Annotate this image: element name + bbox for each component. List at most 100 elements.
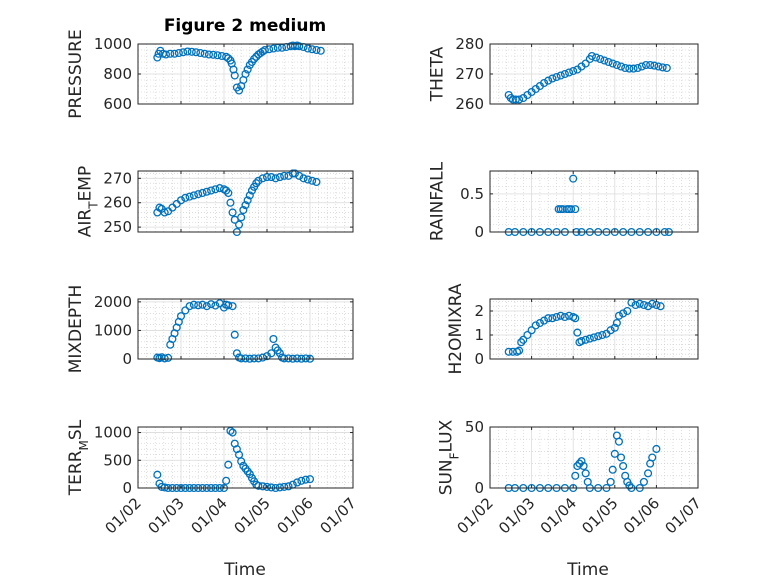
data-point <box>202 302 211 311</box>
axes-frame <box>489 170 699 233</box>
data-point <box>544 76 553 85</box>
data-point <box>662 63 671 73</box>
data-point <box>198 188 207 198</box>
data-point <box>161 50 171 59</box>
data-point <box>176 196 186 205</box>
data-point <box>241 69 250 79</box>
data-point <box>185 302 194 311</box>
figure-title: Figure 2 medium <box>164 16 326 36</box>
data-point <box>316 46 325 55</box>
data-point <box>153 53 162 62</box>
data-point <box>592 53 601 62</box>
axes-background <box>490 171 698 232</box>
data-point <box>656 302 665 311</box>
data-point <box>531 321 540 330</box>
y-tick-label: 0 <box>122 479 132 497</box>
data-point <box>650 61 659 70</box>
y-axis-label: PRESSURE <box>66 29 86 118</box>
y-axis-label-main: THETA <box>427 46 447 102</box>
data-point <box>604 57 613 67</box>
data-point <box>194 190 203 199</box>
data-point <box>224 188 233 198</box>
x-tick-label: 01/05 <box>231 494 274 537</box>
data-point <box>621 63 630 73</box>
x-tick-label: 01/04 <box>537 494 580 537</box>
data-point <box>295 42 304 51</box>
y-axis-label: MIXDEPTH <box>66 285 86 374</box>
data-point <box>267 349 276 358</box>
axes-background <box>490 299 698 359</box>
data-point <box>633 63 642 73</box>
data-point <box>235 86 244 95</box>
data-point <box>571 205 580 214</box>
data-point <box>228 302 237 311</box>
y-tick-label: 0 <box>474 223 484 241</box>
data-point <box>211 185 220 194</box>
data-point <box>639 477 648 486</box>
y-axis-label-main: RAINFALL <box>427 161 447 241</box>
data-point <box>280 482 289 491</box>
y-tick-label: 250 <box>103 218 132 236</box>
data-point <box>239 205 248 215</box>
data-point <box>293 478 302 487</box>
data-point <box>594 332 603 341</box>
data-point <box>619 461 628 471</box>
y-axis-label: THETA <box>427 46 447 102</box>
axes-background <box>138 299 353 359</box>
data-point <box>183 47 192 56</box>
data-point <box>258 482 267 491</box>
data-point <box>265 45 274 54</box>
data-point <box>552 312 561 322</box>
data-point <box>598 330 607 340</box>
subplot-pressure: 600 800 1000 PRESSURE <box>66 29 354 119</box>
data-point <box>629 64 638 73</box>
axes-background <box>490 427 698 488</box>
data-point <box>556 311 565 320</box>
data-point <box>200 49 209 58</box>
data-point <box>202 187 211 196</box>
y-tick-label: 1000 <box>94 424 132 442</box>
data-point <box>280 171 289 180</box>
y-axis-label-tail: SL <box>66 419 86 440</box>
y-axis-label: TERRMSL <box>66 419 91 496</box>
data-point <box>577 457 586 466</box>
x-tick-label: 01/03 <box>495 494 538 537</box>
data-point <box>308 176 317 185</box>
data-point <box>610 449 619 458</box>
y-tick-label: 500 <box>103 451 132 469</box>
axes-frame <box>137 426 354 489</box>
data-point <box>198 300 207 309</box>
data-point <box>619 309 628 318</box>
y-axis-label-tail: LUX <box>437 419 457 452</box>
y-tick-label: 1000 <box>94 35 132 53</box>
y-tick-label: 0 <box>474 350 484 368</box>
data-point <box>305 475 315 484</box>
y-tick-label: 270 <box>103 169 132 187</box>
data-point <box>569 174 578 183</box>
data-point <box>224 460 233 469</box>
data-point <box>646 60 655 70</box>
x-tick-label: 01/02 <box>102 494 145 537</box>
y-tick-label: 1 <box>474 326 484 344</box>
data-point <box>579 461 588 471</box>
subplot-rainfall: 0 0.5 RAINFALL <box>427 161 699 241</box>
subplot-mixdepth: 0 1000 2000 MIXDEPTH <box>66 285 354 374</box>
data-point <box>209 50 218 59</box>
data-point <box>254 481 263 490</box>
axes-frame <box>489 298 699 360</box>
y-axis-label-main: MIXDEPTH <box>66 285 86 374</box>
data-point <box>616 62 626 71</box>
data-point <box>170 49 179 58</box>
y-axis-label: SUNFLUX <box>437 419 462 495</box>
data-point <box>504 347 513 356</box>
data-point <box>166 49 175 58</box>
x-tick-label: 01/07 <box>317 494 360 537</box>
y-axis-label-main: SUN <box>437 459 457 495</box>
data-point <box>548 314 557 323</box>
data-point <box>581 469 590 478</box>
data-point <box>297 476 306 485</box>
data-point <box>303 44 312 53</box>
data-point <box>243 65 252 74</box>
